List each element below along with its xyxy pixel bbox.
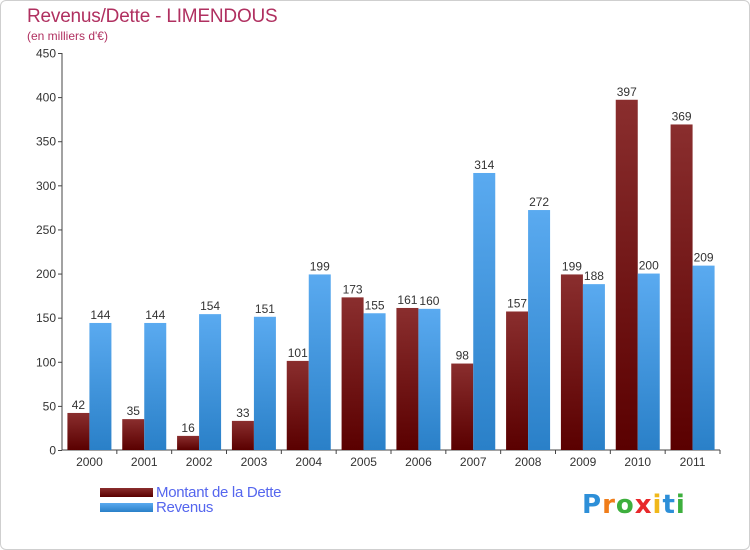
logo-letter: i xyxy=(652,490,663,520)
data-label-dette: 35 xyxy=(127,404,141,418)
bar-dette xyxy=(670,124,693,451)
legend: Montant de la Dette Revenus xyxy=(100,484,282,516)
proxiti-logo: Proxiti xyxy=(582,490,686,520)
data-label-revenus: 272 xyxy=(529,195,549,209)
bar-revenus xyxy=(637,273,660,450)
y-tick-label: 50 xyxy=(43,399,57,413)
data-label-revenus: 155 xyxy=(365,298,385,312)
bar-revenus xyxy=(253,316,276,450)
chart-title: Revenus/Dette - LIMENDOUS xyxy=(27,6,278,27)
bar-revenus xyxy=(418,308,441,450)
data-label-revenus: 209 xyxy=(694,251,714,265)
bar-dette xyxy=(231,420,254,450)
y-tick-label: 450 xyxy=(36,47,56,61)
data-label-dette: 157 xyxy=(507,296,527,310)
x-tick-label: 2007 xyxy=(460,455,487,469)
data-label-dette: 98 xyxy=(456,349,470,363)
data-label-dette: 16 xyxy=(181,421,195,435)
bar-dette xyxy=(560,274,583,450)
data-label-dette: 161 xyxy=(397,293,417,307)
bar-dette xyxy=(67,412,90,450)
data-label-revenus: 188 xyxy=(584,269,604,283)
x-tick-label: 2002 xyxy=(186,455,213,469)
bar-revenus xyxy=(199,314,222,450)
bar-dette xyxy=(286,360,309,450)
x-tick-label: 2004 xyxy=(295,455,322,469)
x-tick-label: 2006 xyxy=(405,455,432,469)
legend-label-revenus: Revenus xyxy=(156,499,214,516)
bar-dette xyxy=(341,297,364,450)
bar-revenus xyxy=(692,265,715,450)
y-tick-label: 200 xyxy=(36,267,56,281)
bar-dette xyxy=(122,419,145,450)
logo-letter: o xyxy=(615,490,635,520)
logo-letter: t xyxy=(662,490,676,520)
x-tick-label: 2010 xyxy=(624,455,651,469)
x-tick-label: 2003 xyxy=(241,455,268,469)
data-label-revenus: 200 xyxy=(639,259,659,273)
bar-dette xyxy=(506,311,529,450)
bar-dette xyxy=(615,99,638,450)
logo-letter: P xyxy=(582,490,603,520)
data-label-revenus: 154 xyxy=(200,299,220,313)
bar-revenus xyxy=(528,210,551,450)
legend-swatch-dette xyxy=(100,488,153,497)
bar-dette xyxy=(177,435,200,450)
x-tick-label: 2011 xyxy=(680,455,706,469)
data-label-revenus: 160 xyxy=(419,294,439,308)
data-label-revenus: 144 xyxy=(145,308,165,322)
data-label-revenus: 314 xyxy=(474,158,494,172)
logo-letter: r xyxy=(602,490,616,520)
logo-letter: i xyxy=(675,490,686,520)
bar-revenus xyxy=(89,322,112,450)
x-tick-label: 2005 xyxy=(350,455,377,469)
data-label-dette: 397 xyxy=(617,85,637,99)
x-tick-label: 2000 xyxy=(76,455,103,469)
legend-label-dette: Montant de la Dette xyxy=(156,484,282,501)
logo-letter: x xyxy=(634,490,653,520)
bar-revenus xyxy=(144,322,167,450)
data-label-dette: 369 xyxy=(672,109,692,123)
y-tick-label: 150 xyxy=(36,311,56,325)
x-tick-label: 2008 xyxy=(515,455,542,469)
legend-item-dette: Montant de la Dette xyxy=(100,484,282,501)
y-tick-label: 350 xyxy=(36,135,56,149)
y-tick-label: 100 xyxy=(36,355,56,369)
data-label-revenus: 144 xyxy=(90,308,110,322)
bar-dette xyxy=(451,363,474,450)
x-tick-label: 2001 xyxy=(131,455,158,469)
y-tick-label: 400 xyxy=(36,91,56,105)
bar-revenus xyxy=(308,274,331,450)
data-label-dette: 173 xyxy=(343,282,363,296)
chart-subtitle: (en milliers d'€) xyxy=(27,29,108,43)
x-tick-label: 2009 xyxy=(570,455,597,469)
bar-dette xyxy=(396,307,419,450)
data-label-dette: 199 xyxy=(562,259,582,273)
data-label-revenus: 199 xyxy=(310,259,330,273)
y-tick-label: 250 xyxy=(36,223,56,237)
y-tick-label: 300 xyxy=(36,179,56,193)
data-label-dette: 42 xyxy=(72,398,86,412)
bar-revenus xyxy=(363,313,386,450)
bar-revenus xyxy=(582,284,605,450)
legend-item-revenus: Revenus xyxy=(100,499,281,516)
y-tick-label: 0 xyxy=(49,444,56,458)
bar-revenus xyxy=(473,172,496,450)
data-label-dette: 33 xyxy=(236,406,250,420)
data-label-revenus: 151 xyxy=(255,302,275,316)
data-label-dette: 101 xyxy=(288,346,308,360)
legend-swatch-revenus xyxy=(100,503,153,512)
